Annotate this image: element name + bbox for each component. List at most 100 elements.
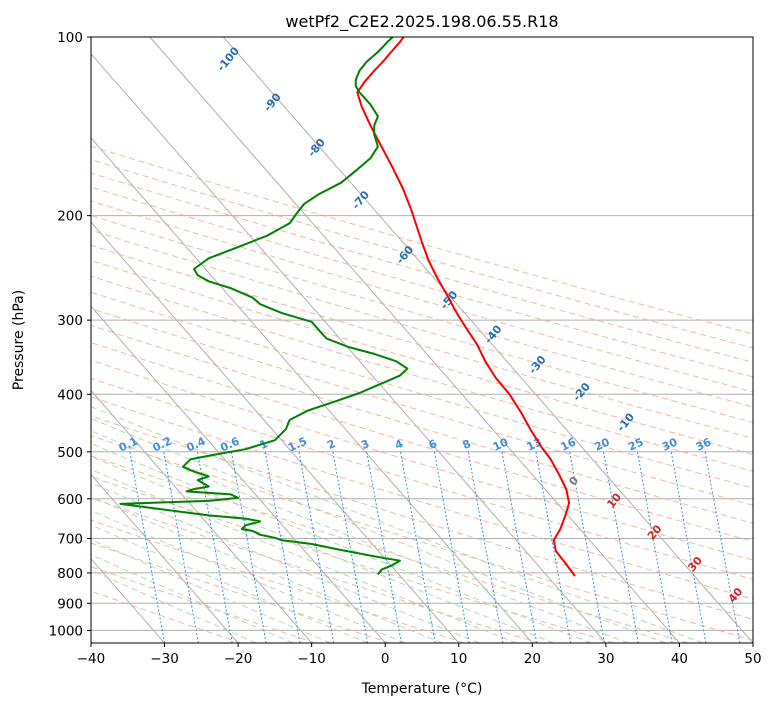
y-tick-label: 400 — [57, 387, 83, 403]
isotherm-label: 40 — [726, 585, 746, 605]
mixing-ratio-line — [332, 451, 369, 643]
dry-adiabat-line — [91, 145, 753, 335]
moist-adiabat-line — [91, 430, 629, 643]
x-tick-label: 20 — [524, 651, 541, 667]
x-tick-label: −30 — [150, 651, 179, 667]
isotherm-line — [91, 305, 386, 643]
isotherm-label: -20 — [570, 380, 593, 404]
isotherm-label: -80 — [305, 136, 328, 160]
mixing-ratio-label: 8 — [461, 437, 473, 452]
moist-adiabat-line — [91, 418, 666, 643]
background-lines — [91, 145, 753, 643]
moist-adiabat-line — [91, 406, 703, 643]
x-tick-label: 30 — [597, 651, 614, 667]
y-tick-label: 700 — [57, 532, 83, 548]
y-tick-label: 800 — [57, 566, 83, 582]
y-tick-label: 900 — [57, 596, 83, 612]
dry-adiabat-line — [91, 415, 753, 620]
mixing-ratio-line — [636, 451, 673, 643]
y-tick-label: 500 — [57, 445, 83, 461]
dry-adiabat-line — [91, 435, 753, 641]
dry-adiabat-line — [91, 342, 753, 543]
mixing-ratio-label: 2 — [325, 437, 337, 452]
mixing-ratio-line — [535, 451, 572, 643]
x-axis-ticks: −40 −30 −20 −10 0 10 20 30 40 50 — [77, 643, 762, 667]
isotherm-line — [223, 37, 753, 643]
mixing-ratio-line — [163, 451, 199, 643]
dry-adiabat-line — [91, 200, 753, 393]
mixing-ratio-line — [467, 451, 504, 643]
dry-adiabat-line — [91, 324, 753, 524]
moist-adiabat-line — [91, 468, 517, 643]
x-tick-label: 50 — [744, 651, 761, 667]
isotherm-label: -70 — [349, 188, 372, 212]
x-axis-label: Temperature (°C) — [361, 681, 483, 697]
dry-adiabat-line — [91, 497, 540, 643]
y-tick-label: 100 — [57, 30, 83, 46]
isotherm-label: -10 — [614, 410, 637, 434]
dry-adiabat-line — [91, 377, 753, 580]
x-tick-label: −40 — [77, 651, 106, 667]
isotherm-line — [91, 137, 533, 643]
mixing-ratio-label: 10 — [491, 435, 511, 453]
x-tick-label: 10 — [450, 651, 467, 667]
mixing-ratio-label: 30 — [660, 435, 680, 453]
dry-adiabat-line — [91, 455, 689, 643]
x-tick-label: −20 — [224, 651, 253, 667]
mixing-ratio-label: 4 — [393, 437, 406, 452]
y-tick-label: 600 — [57, 492, 83, 508]
dry-adiabat-line — [91, 566, 316, 643]
mixing-ratio-line — [400, 451, 436, 643]
mixing-ratio-line — [704, 451, 741, 643]
isotherm-label: -100 — [214, 44, 242, 74]
mixing-ratio-label: 36 — [694, 435, 714, 453]
isotherm-line — [149, 37, 680, 643]
y-tick-label: 300 — [57, 313, 83, 329]
y-axis-ticks: 100 200 300 400 500 600 700 800 900 1000 — [49, 30, 91, 639]
isotherm-line — [91, 473, 239, 643]
profile-lines — [119, 37, 576, 577]
mixing-ratio-label: 20 — [592, 435, 612, 453]
isotherm-label: 20 — [645, 522, 665, 542]
dry-adiabat-line — [91, 172, 753, 363]
isotherm-label: -60 — [394, 243, 417, 267]
isotherm-label: 10 — [604, 490, 624, 510]
dewpoint-line — [119, 37, 409, 576]
mixing-ratio-label: 13 — [525, 435, 544, 453]
moist-adiabat-line — [91, 539, 331, 643]
isotherm-line — [91, 53, 607, 643]
mixing-ratio-line — [569, 451, 605, 643]
x-tick-label: 0 — [381, 651, 390, 667]
mixing-ratio-line — [129, 451, 166, 643]
x-tick-label: 40 — [671, 651, 688, 667]
mixing-ratio-label: 16 — [559, 435, 579, 453]
mixing-ratio-line — [433, 451, 470, 643]
dry-adiabat-line — [91, 214, 753, 408]
mixing-ratio-label: 25 — [626, 435, 645, 453]
background-labels: 0.1 0.2 0.4 0.6 1 1.5 2 3 4 6 8 10 13 16 20 25 30 36-100-… — [117, 44, 746, 605]
mixing-ratio-label: 3 — [359, 437, 371, 452]
dry-adiabat-line — [91, 275, 753, 472]
mixing-ratio-line — [603, 451, 639, 643]
isotherm-label: -40 — [482, 322, 505, 346]
isotherm-label: -90 — [261, 90, 284, 114]
mixing-ratio-line — [298, 451, 335, 643]
isotherm-line — [91, 221, 460, 643]
moist-adiabat-line — [91, 510, 406, 643]
x-tick-label: −10 — [297, 651, 326, 667]
grid-lines — [91, 37, 753, 643]
moist-adiabat-line — [91, 455, 555, 643]
mixing-ratio-line — [264, 451, 301, 643]
y-tick-label: 200 — [57, 209, 83, 225]
isotherm-label: 30 — [685, 554, 705, 574]
moist-adiabat-line — [91, 496, 443, 643]
mixing-ratio-line — [366, 451, 402, 643]
mixing-ratio-line — [670, 451, 707, 643]
dry-adiabat-line — [91, 308, 753, 506]
moist-adiabat-line — [91, 443, 592, 643]
isotherm-line — [91, 389, 313, 643]
moist-adiabat-line — [91, 569, 257, 643]
temperature-line — [356, 37, 576, 577]
dry-adiabat-line — [91, 359, 753, 561]
